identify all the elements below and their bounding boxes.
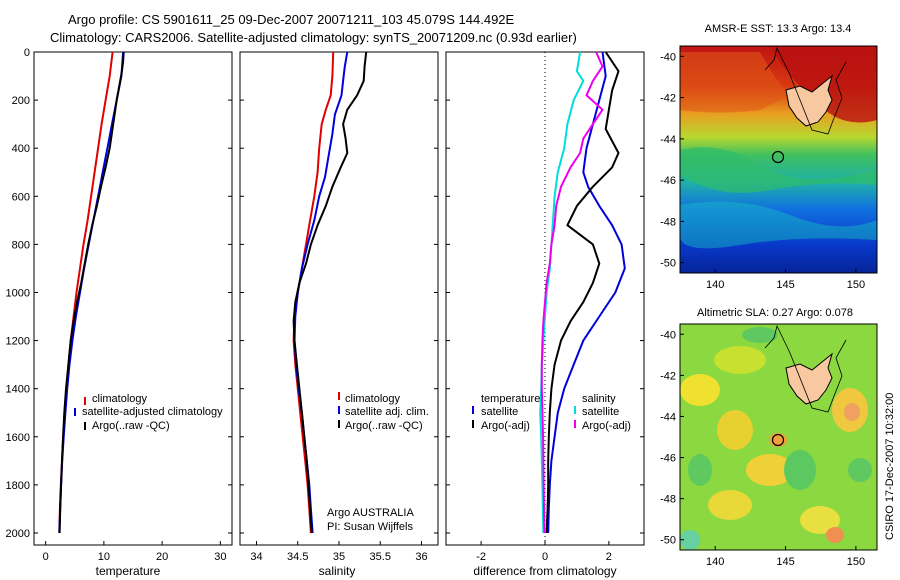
tasmania-land (785, 352, 833, 405)
sst-cyan-band (680, 201, 877, 249)
y-tick-label: 0 (24, 47, 30, 59)
x-tick-label: 10 (98, 551, 110, 563)
shelf-contour (764, 324, 847, 413)
x-tick-label: 35 (333, 551, 345, 563)
sst-warm-tongue (680, 52, 790, 113)
map-y-tick-label: -46 (660, 453, 676, 465)
series-line-argo-raw-qc (292, 51, 368, 534)
temperature-legend: climatology satellite-adjusted climatolo… (74, 393, 223, 432)
series-line-temperature-argo-adj (545, 51, 620, 534)
y-tick-label: 800 (12, 239, 30, 251)
y-tick-label: 600 (12, 191, 30, 203)
shelf-contour (764, 46, 847, 135)
legend-label-sal-satellite: satellite (582, 406, 619, 418)
annotation-pi: PI: Susan Wijffels (327, 521, 413, 533)
series-line-temperature-satellite (547, 51, 626, 534)
map-y-tick-label: -46 (660, 175, 676, 187)
sla-map-title: Altimetric SLA: 0.27 Argo: 0.078 (697, 307, 853, 319)
header-line-1: Argo profile: CS 5901611_25 09-Dec-2007 … (68, 12, 515, 27)
difference-legend: temperature satellite Argo(-adj) salinit… (472, 393, 631, 432)
x-tick-label: 36 (415, 551, 427, 563)
legend-label-argo: Argo(..raw -QC) (92, 420, 170, 432)
legend-label-satellite-adj: satellite adj. clim. (345, 406, 429, 418)
difference-panel: -2 0 2 difference from climatology tempera… (445, 51, 645, 578)
map-x-tick-label: 150 (847, 279, 865, 291)
map-y-tick-label: -44 (660, 411, 676, 423)
map-y-tick-label: -42 (660, 370, 676, 382)
salinity-axes-frame (239, 51, 439, 546)
y-tick-label: 1800 (6, 480, 30, 492)
x-tick-label: 20 (156, 551, 168, 563)
legend-label-climatology: climatology (92, 393, 148, 405)
annotation-program: Argo AUSTRALIA (327, 507, 414, 519)
salinity-legend: climatology satellite adj. clim. Argo(..… (338, 392, 429, 432)
salinity-panel: 34 34.5 35 35.5 36 salinity climatology sate… (239, 51, 439, 578)
sla-map: Altimetric SLA: 0.27 Argo: 0.078 (660, 307, 878, 568)
argo-float-marker (771, 150, 785, 164)
x-tick-label: 34 (250, 551, 262, 563)
argo-float-marker (771, 433, 785, 447)
x-tick-label: 0 (542, 551, 548, 563)
map-y-tick-label: -50 (660, 258, 676, 270)
salinity-xlabel: salinity (319, 564, 356, 578)
legend-label-temp-argo: Argo(-adj) (481, 420, 530, 432)
series-line-argo-raw-qc (58, 51, 125, 534)
y-tick-label: 1600 (6, 432, 30, 444)
x-tick-label: 35.5 (370, 551, 391, 563)
side-label: CSIRO 17-Dec-2007 10:32:00 (884, 393, 896, 540)
legend-label-temp-satellite: satellite (481, 406, 518, 418)
map-y-tick-label: -40 (660, 329, 676, 341)
series-line-salinity-argo-adj (540, 51, 604, 534)
legend-header-temperature: temperature (481, 393, 540, 405)
difference-xlabel: difference from climatology (473, 564, 616, 578)
temperature-axes-frame (33, 51, 233, 546)
header-line-2: Climatology: CARS2006. Satellite-adjuste… (50, 30, 577, 45)
x-tick-label: 0 (43, 551, 49, 563)
tasmania-land (785, 74, 833, 127)
sla-map-frame (679, 323, 878, 551)
y-tick-label: 400 (12, 143, 30, 155)
x-tick-label: -2 (476, 551, 486, 563)
sst-map: AMSR-E SST: 13.3 Argo: 13.4 140 145 150 -40… (660, 23, 878, 291)
series-line-salinity-satellite (539, 51, 585, 534)
legend-label-climatology: climatology (345, 393, 401, 405)
map-x-tick-label: 145 (776, 556, 794, 568)
map-x-tick-label: 150 (847, 556, 865, 568)
map-y-tick-label: -44 (660, 134, 676, 146)
sla-blobs (680, 327, 872, 550)
y-tick-label: 2000 (6, 528, 30, 540)
y-tick-label: 1400 (6, 384, 30, 396)
sst-map-title: AMSR-E SST: 13.3 Argo: 13.4 (705, 23, 852, 35)
map-y-tick-label: -48 (660, 494, 676, 506)
x-tick-label: 30 (214, 551, 226, 563)
map-x-tick-label: 145 (776, 279, 794, 291)
map-x-tick-label: 140 (706, 556, 724, 568)
temperature-xlabel: temperature (96, 564, 161, 578)
x-tick-label: 2 (606, 551, 612, 563)
legend-label-satellite-adjusted: satellite-adjusted climatology (82, 406, 223, 418)
legend-label-sal-argo: Argo(-adj) (582, 420, 631, 432)
map-x-tick-label: 140 (706, 279, 724, 291)
map-y-tick-label: -40 (660, 51, 676, 63)
legend-header-salinity: salinity (582, 393, 616, 405)
sst-front (680, 147, 877, 193)
sst-map-frame (679, 45, 878, 274)
map-y-tick-label: -42 (660, 93, 676, 105)
map-y-tick-label: -50 (660, 535, 676, 547)
map-y-tick-label: -48 (660, 216, 676, 228)
y-tick-label: 200 (12, 95, 30, 107)
x-tick-label: 34.5 (287, 551, 308, 563)
temperature-panel: 0 10 20 30 0 200 400 600 800 1000 1200 1400 1600 1800… (6, 47, 233, 578)
y-tick-label: 1200 (6, 336, 30, 348)
y-tick-label: 1000 (6, 287, 30, 299)
legend-label-argo: Argo(..raw -QC) (345, 420, 423, 432)
